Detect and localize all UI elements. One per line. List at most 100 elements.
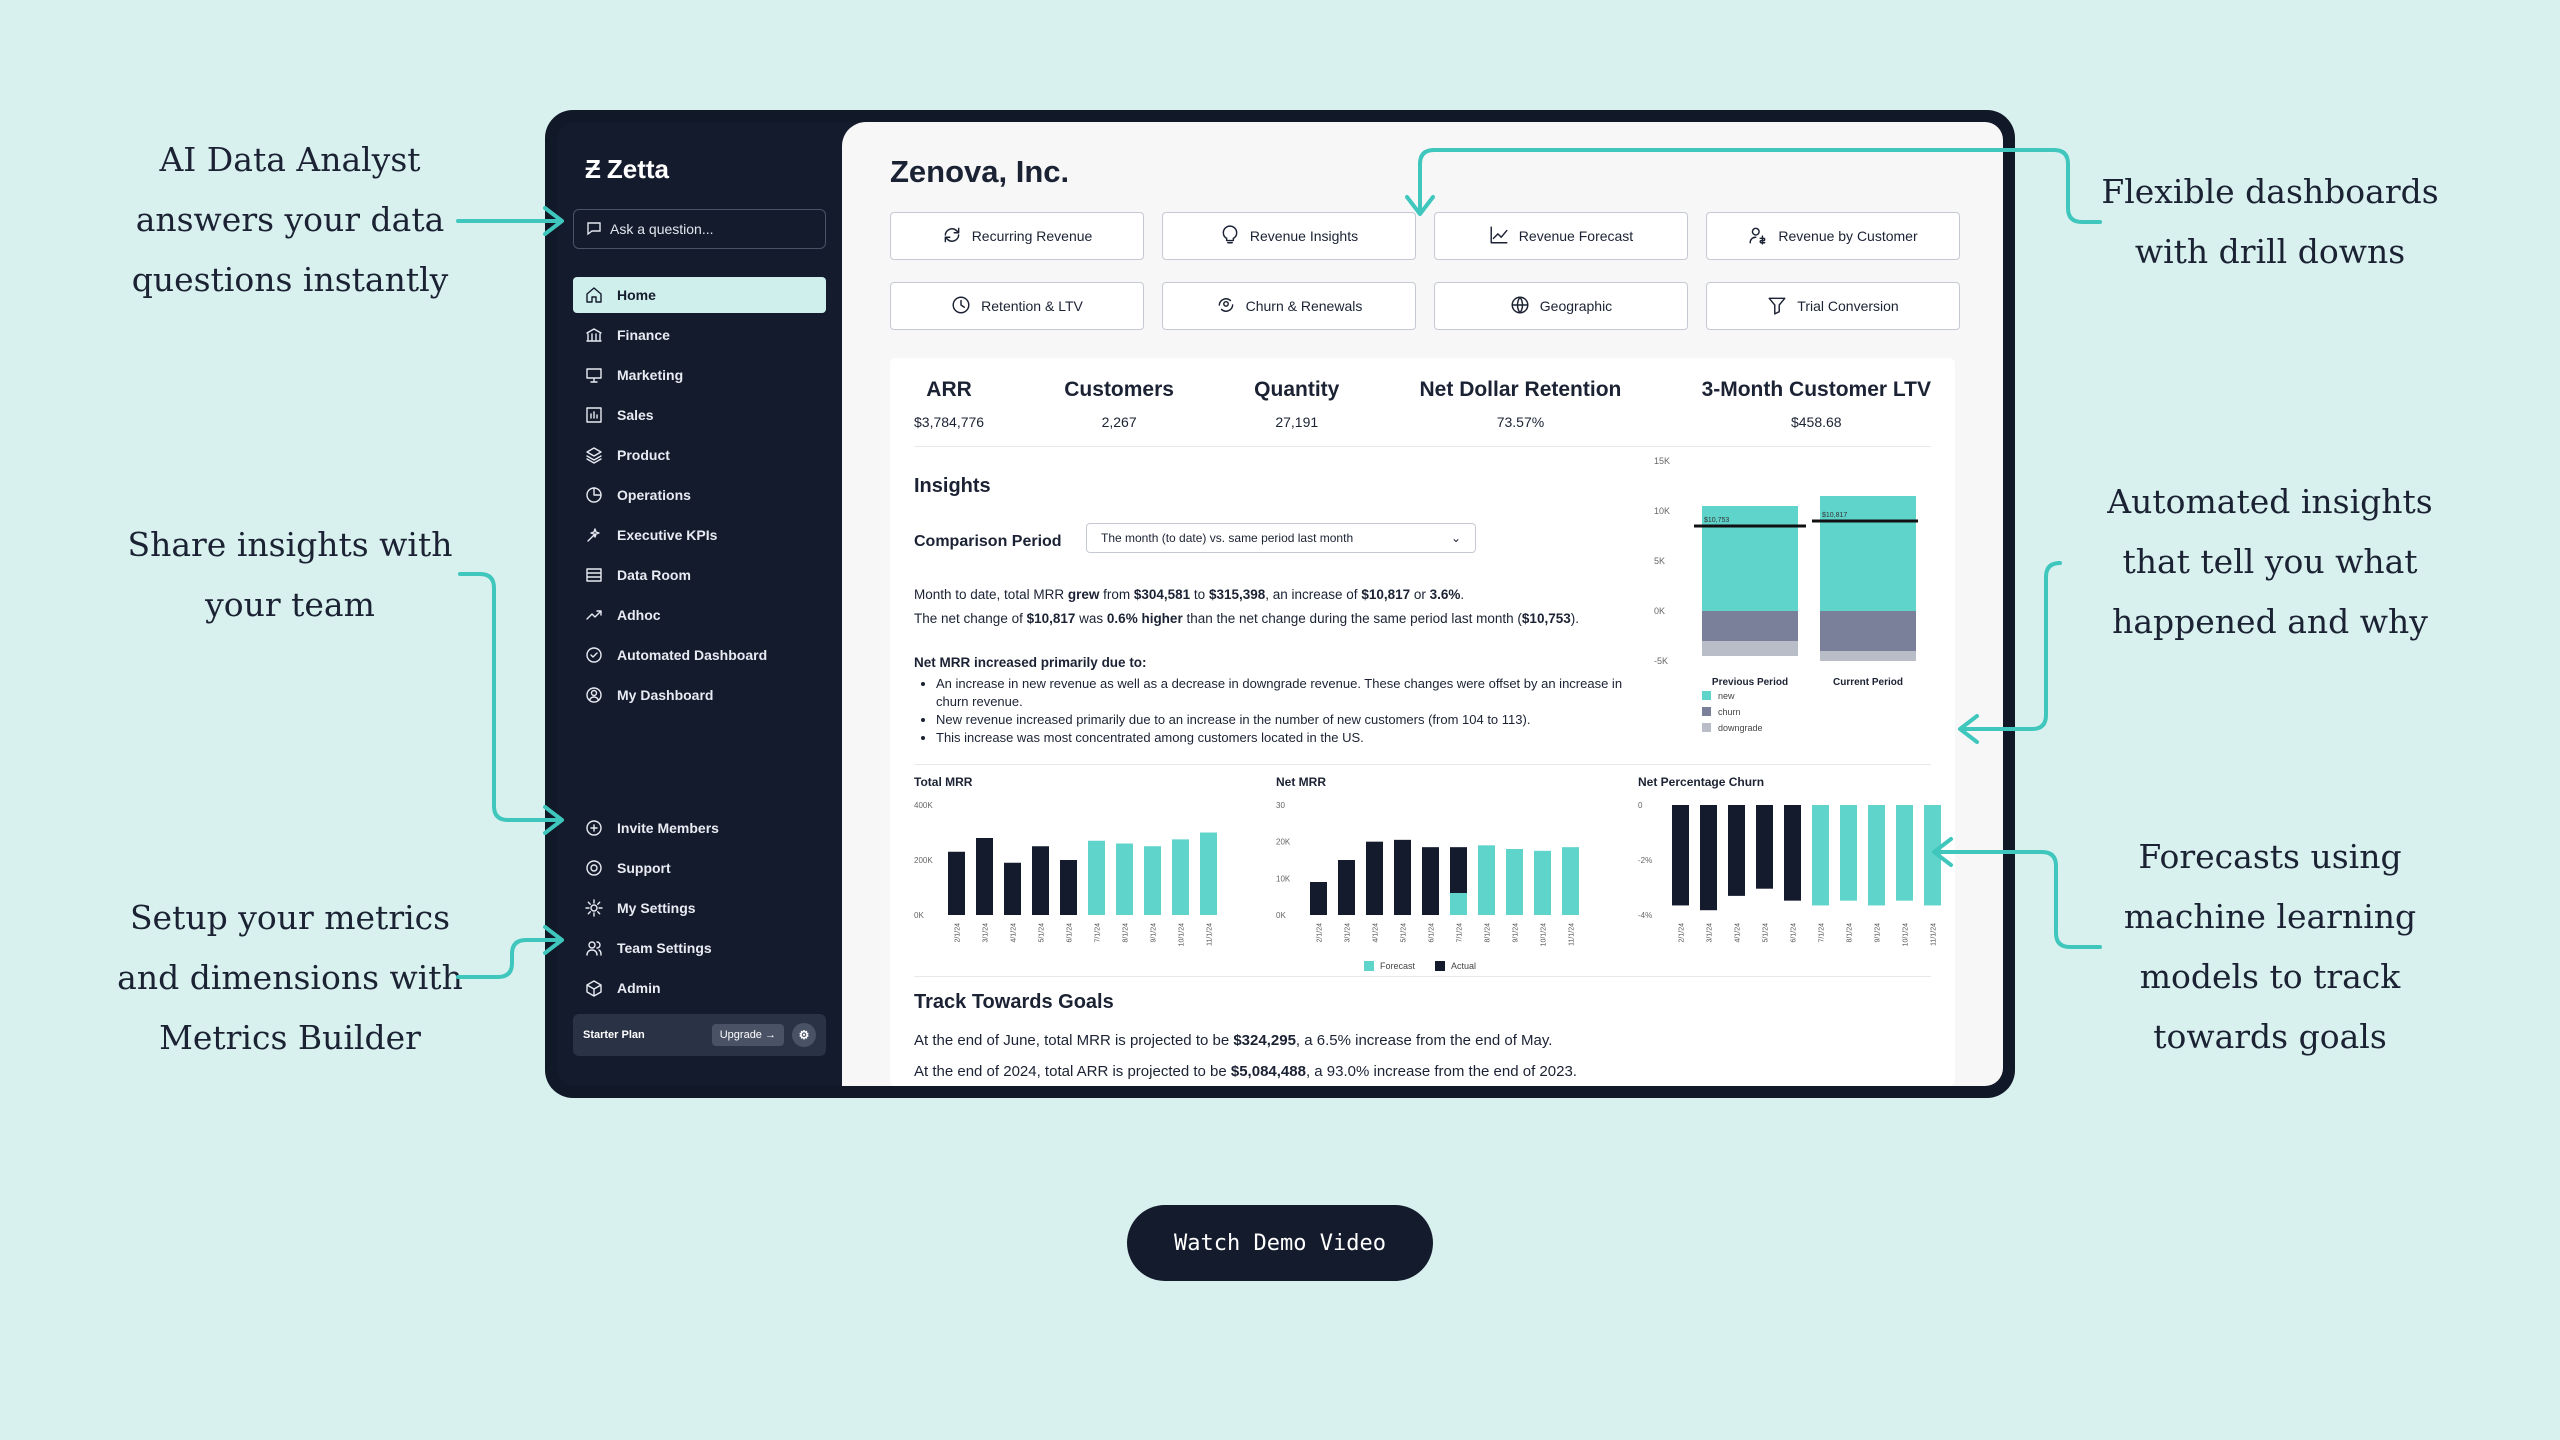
body-text: At the end of June, total MRR is project…: [914, 1032, 1234, 1049]
sidebar-item-support[interactable]: Support: [573, 850, 826, 886]
actual-bar[interactable]: [1004, 862, 1021, 915]
actual-bar[interactable]: [1338, 860, 1355, 915]
sidebar-item-marketing[interactable]: Marketing: [573, 357, 826, 393]
actual-bar[interactable]: [1672, 805, 1689, 906]
sidebar-item-finance[interactable]: Finance: [573, 317, 826, 353]
device-frame: Ƶ Zetta Ask a question... Home Finance Mar…: [545, 110, 2015, 1098]
kpi-3-month-customer-ltv[interactable]: 3-Month Customer LTV $458.68: [1702, 378, 1931, 430]
forecast-bar[interactable]: [1840, 805, 1857, 901]
sidebar-item-sales[interactable]: Sales: [573, 397, 826, 433]
y-tick-label: 5K: [1654, 556, 1665, 566]
bar-new[interactable]: [1820, 496, 1916, 611]
tile-trial-conversion[interactable]: Trial Conversion: [1706, 282, 1960, 330]
line-chart-icon: [1489, 225, 1509, 248]
actual-bar[interactable]: [1032, 846, 1049, 915]
forecast-bar[interactable]: [1896, 805, 1913, 901]
bar-churn[interactable]: [1820, 611, 1916, 651]
forecast-bar[interactable]: [1088, 840, 1105, 915]
kpi-net-dollar-retention[interactable]: Net Dollar Retention 73.57%: [1420, 378, 1622, 430]
tile-geographic[interactable]: Geographic: [1434, 282, 1688, 330]
kpi-label: ARR: [926, 378, 972, 401]
forecast-bar[interactable]: [1506, 849, 1523, 915]
sidebar-item-data-room[interactable]: Data Room: [573, 557, 826, 593]
tile-recurring-revenue[interactable]: Recurring Revenue: [890, 212, 1144, 260]
x-tick-label: 6/1/24: [1429, 923, 1436, 943]
actual-bar[interactable]: [1394, 839, 1411, 915]
dashboard-tiles: Recurring Revenue Revenue Insights Revenue…: [890, 212, 1960, 330]
legend-forecast-label: Forecast: [1380, 961, 1416, 971]
actual-bar[interactable]: [1700, 805, 1717, 911]
actual-bar[interactable]: [1060, 860, 1077, 915]
actual-bar[interactable]: [1422, 847, 1439, 915]
actual-bar[interactable]: [1728, 805, 1745, 896]
x-tick-label: 10/1/24: [1903, 923, 1910, 946]
forecast-bar[interactable]: [1478, 845, 1495, 915]
comparison-period-select[interactable]: The month (to date) vs. same period last…: [1086, 523, 1476, 553]
tile-revenue-by-customer[interactable]: Revenue by Customer: [1706, 212, 1960, 260]
x-tick-label: 11/1/24: [1207, 923, 1214, 946]
forecast-bar[interactable]: [1116, 843, 1133, 916]
sidebar-item-my-dashboard[interactable]: My Dashboard: [573, 677, 826, 713]
y-tick-label: 15K: [1654, 456, 1670, 466]
annotation-line: Automated insights: [2107, 482, 2433, 521]
upgrade-button[interactable]: Upgrade →: [711, 1024, 784, 1046]
y-tick-label: 30: [1276, 801, 1285, 810]
actual-bar[interactable]: [1756, 805, 1773, 889]
sidebar-item-operations[interactable]: Operations: [573, 477, 826, 513]
annotation-line: that tell you what: [2122, 542, 2418, 581]
forecast-bar[interactable]: [1534, 850, 1551, 915]
sidebar-item-executive-kpis[interactable]: Executive KPIs: [573, 517, 826, 553]
ask-question-input[interactable]: Ask a question...: [573, 209, 826, 249]
zetta-logo[interactable]: Ƶ Zetta: [585, 154, 826, 185]
sidebar-item-adhoc[interactable]: Adhoc: [573, 597, 826, 633]
tile-label: Revenue by Customer: [1778, 228, 1918, 244]
sidebar-item-home[interactable]: Home: [573, 277, 826, 313]
forecast-bar[interactable]: [1562, 847, 1579, 915]
sidebar: Ƶ Zetta Ask a question... Home Finance Mar…: [557, 122, 842, 1086]
sidebar-item-my-settings[interactable]: My Settings: [573, 890, 826, 926]
sidebar-item-invite-members[interactable]: Invite Members: [573, 810, 826, 846]
x-tick-label: 9/1/24: [1875, 923, 1882, 943]
tile-churn-renewals[interactable]: Churn & Renewals: [1162, 282, 1416, 330]
user-dollar-icon: [1748, 225, 1768, 248]
forecast-bar[interactable]: [1172, 839, 1189, 915]
actual-bar[interactable]: [1366, 841, 1383, 915]
actual-bar[interactable]: [976, 838, 993, 915]
user-circle-icon: [585, 686, 603, 704]
kpi-quantity[interactable]: Quantity 27,191: [1254, 378, 1339, 430]
layers-icon: [585, 446, 603, 464]
plan-settings-icon[interactable]: ⚙: [792, 1023, 816, 1047]
kpi-arr[interactable]: ARR $3,784,776: [914, 378, 984, 430]
sidebar-item-admin[interactable]: Admin: [573, 970, 826, 1006]
forecast-bar[interactable]: [1812, 805, 1829, 906]
forecast-bar[interactable]: [1924, 805, 1941, 906]
zetta-logo-icon: Ƶ: [585, 154, 601, 184]
kpi-customers[interactable]: Customers 2,267: [1064, 378, 1174, 430]
bar-downgrade[interactable]: [1820, 651, 1916, 661]
y-tick-label: 0K: [1276, 911, 1286, 920]
annotation-automated-insights: Automated insights that tell you what happ…: [2060, 472, 2480, 652]
forecast-bar[interactable]: [1200, 832, 1217, 916]
actual-bar[interactable]: [1310, 882, 1327, 915]
bar-churn[interactable]: [1702, 611, 1798, 641]
tile-revenue-forecast[interactable]: Revenue Forecast: [1434, 212, 1688, 260]
mini-chart-legend: Forecast Actual: [1364, 961, 1476, 971]
watch-demo-button[interactable]: Watch Demo Video: [1127, 1205, 1433, 1281]
highlight-text: $10,753: [1521, 611, 1571, 626]
sidebar-item-product[interactable]: Product: [573, 437, 826, 473]
tile-label: Revenue Forecast: [1518, 228, 1634, 244]
bar-downgrade[interactable]: [1702, 641, 1798, 656]
bar-new[interactable]: [1702, 506, 1798, 611]
forecast-bar[interactable]: [1450, 893, 1467, 915]
tile-revenue-insights[interactable]: Revenue Insights: [1162, 212, 1416, 260]
forecast-bar[interactable]: [1144, 846, 1161, 915]
x-tick-label: 10/1/24: [1541, 923, 1548, 946]
actual-bar[interactable]: [1784, 805, 1801, 901]
kpi-label: Net Dollar Retention: [1419, 378, 1622, 401]
actual-bar[interactable]: [948, 851, 965, 915]
kpi-value: 2,267: [1101, 414, 1137, 430]
forecast-bar[interactable]: [1868, 805, 1885, 906]
sidebar-item-automated-dashboard[interactable]: Automated Dashboard: [573, 637, 826, 673]
sidebar-item-team-settings[interactable]: Team Settings: [573, 930, 826, 966]
tile-retention-ltv[interactable]: Retention & LTV: [890, 282, 1144, 330]
